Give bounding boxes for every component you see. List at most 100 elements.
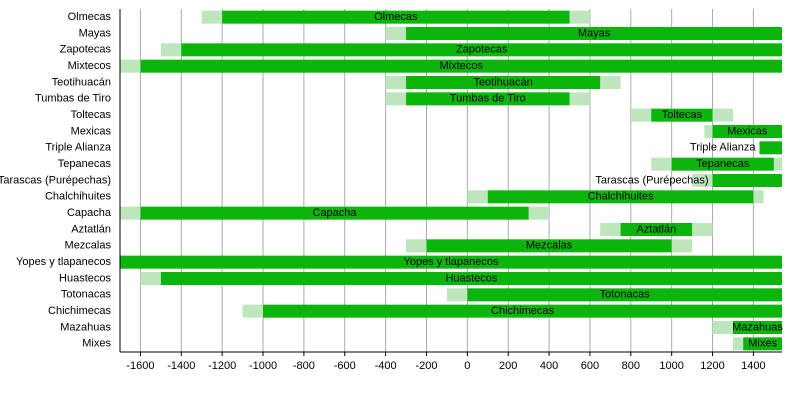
uncertain-bar: [600, 223, 621, 236]
uncertain-bar: [753, 190, 764, 204]
category-label: Totonacas: [61, 289, 112, 301]
x-tick-label: -600: [334, 360, 356, 372]
category-label: Tumbas de Tiro: [35, 93, 111, 105]
uncertain-bar: [712, 321, 733, 334]
bar: [732, 321, 782, 334]
uncertain-bar: [120, 59, 141, 73]
bar-label: Totonacas: [600, 289, 651, 301]
bar: [406, 92, 570, 106]
uncertain-bar: [385, 92, 407, 106]
category-label: Mixtecos: [68, 60, 112, 72]
x-tick-label: -1600: [126, 360, 154, 372]
category-label: Mixes: [82, 338, 111, 350]
bar: [160, 272, 782, 285]
bar: [487, 190, 754, 204]
category-label: Tepanecas: [58, 158, 112, 170]
uncertain-bar: [712, 108, 733, 122]
uncertain-bar: [140, 272, 161, 285]
bar-label: Mezcalas: [526, 240, 573, 252]
uncertain-bar: [569, 92, 590, 106]
x-tick-label: 400: [540, 360, 558, 372]
x-tick-label: 1400: [741, 360, 765, 372]
bar: [426, 239, 672, 253]
uncertain-bar: [467, 190, 488, 204]
category-label: Capacha: [67, 207, 112, 219]
category-label: Zapotecas: [60, 44, 112, 56]
category-label: Mazahuas: [60, 321, 111, 333]
bar-label: Tumbas de Tiro: [450, 93, 526, 105]
bar-label: Huastecos: [445, 272, 497, 284]
x-tick-label: -400: [375, 360, 397, 372]
bar-label: Mixes: [748, 338, 777, 350]
x-tick-label: 1000: [659, 360, 683, 372]
category-label: Yopes y tlapanecos: [16, 256, 111, 268]
bar: [120, 255, 782, 269]
bar: [222, 10, 570, 24]
x-tick-label: 600: [581, 360, 599, 372]
bar: [406, 27, 782, 40]
category-label: Mayas: [79, 27, 112, 39]
uncertain-bar: [773, 157, 782, 171]
bar-label: Capacha: [313, 207, 358, 219]
bar: [651, 108, 713, 122]
category-label: Mexicas: [71, 125, 112, 137]
bar: [140, 206, 529, 220]
uncertain-bar: [446, 288, 468, 302]
category-label: Mezcalas: [65, 240, 112, 252]
bar: [467, 288, 782, 302]
bar-label: Zapotecas: [456, 44, 508, 56]
uncertain-bar: [692, 223, 713, 236]
bar: [743, 337, 782, 351]
bar: [712, 125, 782, 138]
uncertain-bar: [242, 304, 264, 318]
uncertain-bar: [569, 10, 590, 24]
bar-label: Tarascas (Purépechas): [595, 174, 708, 186]
uncertain-bar: [406, 239, 427, 253]
uncertain-bar: [671, 239, 693, 253]
uncertain-bar: [630, 108, 652, 122]
bar-label: Triple Alianza: [690, 142, 757, 154]
x-tick-label: -1400: [167, 360, 195, 372]
bar-label: Mayas: [578, 27, 611, 39]
x-tick-label: -1200: [208, 360, 236, 372]
uncertain-bar: [704, 125, 713, 138]
x-tick-label: 0: [464, 360, 470, 372]
category-label: Toltecas: [71, 109, 112, 121]
uncertain-bar: [385, 76, 407, 89]
uncertain-bar: [201, 10, 223, 24]
bar-label: Mixtecos: [440, 60, 484, 72]
bar: [671, 157, 774, 171]
bar-label: Olmecas: [374, 11, 418, 23]
bar: [712, 174, 782, 187]
category-label: Huastecos: [59, 272, 111, 284]
x-tick-label: 800: [622, 360, 640, 372]
bar: [406, 76, 601, 89]
bar: [140, 59, 782, 73]
category-label: Teotihuacán: [52, 76, 111, 88]
uncertain-bar: [692, 174, 713, 187]
x-tick-label: 1200: [700, 360, 724, 372]
bar-label: Tepanecas: [696, 158, 750, 170]
uncertain-bar: [160, 43, 182, 57]
uncertain-bar: [120, 206, 141, 220]
bar-label: Toltecas: [662, 109, 703, 121]
bar-label: Chalchihuites: [588, 191, 655, 203]
category-label: Chalchihuites: [45, 191, 112, 203]
uncertain-bar: [528, 206, 550, 220]
x-tick-label: -1000: [249, 360, 277, 372]
x-tick-label: 200: [499, 360, 517, 372]
bar: [263, 304, 783, 318]
uncertain-bar: [600, 76, 621, 89]
category-label: Tarascas (Purépechas): [0, 174, 111, 186]
bar-label: Yopes y tlapanecos: [404, 256, 499, 268]
category-label: Aztatlán: [71, 223, 111, 235]
bar-label: Mexicas: [727, 125, 768, 137]
bar: [620, 223, 693, 236]
x-tick-label: -200: [415, 360, 437, 372]
bar-label: Aztatlán: [636, 223, 676, 235]
bar: [181, 43, 783, 57]
bar-label: Mazahuas: [732, 321, 783, 333]
uncertain-bar: [732, 337, 744, 351]
uncertain-bar: [385, 27, 407, 40]
